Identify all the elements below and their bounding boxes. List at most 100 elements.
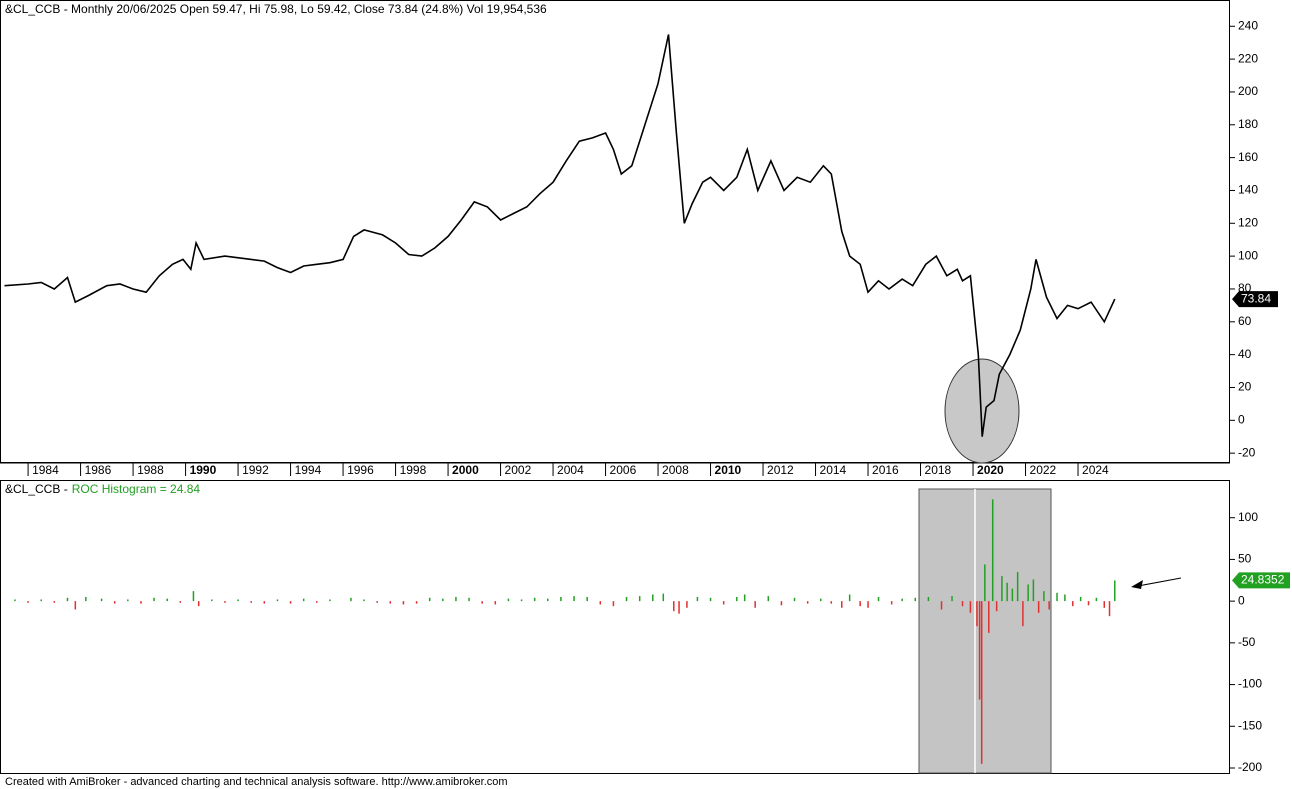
- roc-bar: [736, 596, 738, 602]
- roc-bar: [754, 601, 756, 608]
- roc-bar: [40, 599, 42, 602]
- x-tick-label: 2024: [1082, 463, 1109, 477]
- roc-bar: [1011, 588, 1014, 602]
- roc-bar: [1037, 601, 1040, 613]
- y-tick-label: 240: [1238, 18, 1258, 32]
- roc-bar: [192, 591, 195, 602]
- roc-bar: [848, 594, 851, 602]
- x-tick-label: 1990: [190, 463, 217, 477]
- last-value-label: 24.8352: [1241, 573, 1285, 587]
- arrow-head: [1131, 580, 1143, 589]
- roc-bar: [14, 599, 16, 602]
- roc-bar: [1103, 601, 1106, 608]
- roc-bar: [1048, 601, 1050, 610]
- roc-bar: [722, 601, 725, 605]
- last-value-label: 73.84: [1241, 291, 1271, 305]
- roc-bar: [289, 601, 292, 604]
- roc-bar: [859, 601, 861, 607]
- roc-bar: [1114, 580, 1116, 602]
- roc-bar: [1072, 601, 1074, 607]
- roc-bar: [415, 601, 418, 604]
- roc-bar: [53, 601, 56, 603]
- roc-bar: [709, 597, 712, 602]
- roc-bar: [316, 601, 318, 603]
- roc-bar: [481, 601, 483, 604]
- roc-bar: [428, 597, 431, 602]
- roc-bar: [841, 601, 843, 608]
- panel-title: &CL_CCB -: [5, 482, 68, 496]
- y-tick-label: 160: [1238, 150, 1258, 164]
- price-panel-frame: [0, 0, 1230, 463]
- x-tick-label: 2012: [767, 463, 794, 477]
- roc-bar: [250, 601, 252, 603]
- x-tick-label: 2022: [1030, 463, 1057, 477]
- y-tick-label: 0: [1238, 412, 1245, 426]
- roc-bar: [969, 601, 972, 613]
- roc-bar: [780, 601, 783, 606]
- roc-bar: [625, 596, 628, 602]
- roc-bar: [494, 601, 497, 605]
- roc-bar: [1095, 597, 1098, 602]
- roc-bar: [867, 601, 869, 608]
- roc-bar: [793, 597, 796, 602]
- roc-bar: [547, 598, 549, 602]
- y-tick-label: 180: [1238, 117, 1258, 131]
- roc-bar: [85, 596, 87, 602]
- x-tick-label: 2000: [452, 463, 479, 477]
- roc-bar: [140, 601, 142, 604]
- roc-bar: [197, 601, 200, 607]
- highlight-ellipse: [944, 358, 1020, 464]
- roc-bar: [638, 596, 641, 602]
- roc-bar: [376, 601, 378, 603]
- x-tick-label: 2016: [872, 463, 899, 477]
- roc-bar: [1087, 601, 1090, 606]
- footer: Created with AmiBroker - advanced charti…: [5, 776, 508, 788]
- roc-bar: [599, 601, 602, 605]
- roc-bar: [1006, 582, 1008, 602]
- x-tick-label: 2006: [610, 463, 637, 477]
- roc-bar: [612, 601, 615, 607]
- roc-bar: [1032, 579, 1035, 602]
- roc-bar: [1079, 596, 1082, 602]
- roc-bar: [455, 596, 457, 602]
- x-tick-label: 2020: [977, 463, 1004, 477]
- roc-bar: [1064, 594, 1066, 602]
- roc-bar: [442, 598, 444, 602]
- x-tick-label: 1992: [242, 463, 269, 477]
- roc-bar: [224, 601, 226, 603]
- x-tick-label: 1988: [137, 463, 164, 477]
- roc-bar: [984, 564, 986, 602]
- roc-bar: [686, 601, 688, 608]
- highlight-box: [918, 488, 1052, 774]
- roc-bar: [696, 596, 699, 602]
- y-tick-label: -20: [1238, 445, 1256, 459]
- y-tick-label: 120: [1238, 215, 1258, 229]
- roc-bar: [27, 601, 29, 603]
- roc-bar: [211, 599, 213, 602]
- price-line: [4, 34, 1116, 437]
- x-tick-label: 1998: [400, 463, 427, 477]
- y-tick-label: 100: [1238, 248, 1258, 262]
- roc-bar: [951, 596, 953, 602]
- y-tick-label: 200: [1238, 84, 1258, 98]
- roc-bar: [877, 596, 880, 602]
- roc-bar: [940, 601, 943, 610]
- roc-bar: [991, 499, 994, 602]
- roc-bar: [100, 598, 103, 602]
- roc-bar: [678, 601, 680, 614]
- roc-bar: [66, 597, 69, 602]
- x-tick-label: 2002: [505, 463, 532, 477]
- roc-bar: [901, 598, 903, 602]
- roc-bar: [329, 599, 331, 602]
- roc-bar: [302, 598, 305, 602]
- y-tick-label: 0: [1238, 593, 1245, 607]
- roc-bar: [586, 596, 588, 602]
- y-tick-label: -150: [1238, 718, 1262, 732]
- roc-bar: [820, 598, 822, 602]
- roc-bar: [1001, 576, 1003, 602]
- roc-bar: [743, 594, 746, 602]
- roc-bar: [402, 601, 405, 605]
- x-tick-label: 1986: [85, 463, 112, 477]
- roc-bar: [978, 601, 981, 700]
